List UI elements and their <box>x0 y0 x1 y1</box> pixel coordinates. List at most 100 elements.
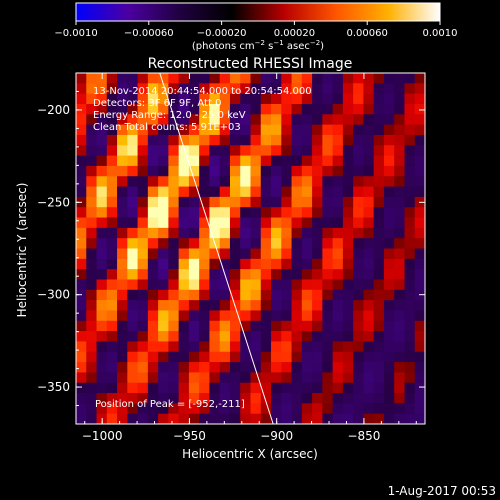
heatmap-cell <box>147 83 159 95</box>
heatmap-cell <box>260 393 272 404</box>
heatmap-cell <box>106 351 118 363</box>
heatmap-cell <box>106 165 118 177</box>
heatmap-cell <box>342 238 354 250</box>
heatmap-cell <box>363 320 375 332</box>
heatmap-cell <box>240 155 252 167</box>
heatmap-cell <box>404 145 416 157</box>
heatmap-cell <box>271 217 282 229</box>
heatmap-cell <box>332 310 344 322</box>
heatmap-cell <box>322 300 334 312</box>
heatmap-cell <box>96 289 108 301</box>
heatmap-cell <box>86 217 98 229</box>
heatmap-cell <box>301 331 313 343</box>
annotation-line: Clean Total counts: 5.91E+03 <box>93 122 241 133</box>
heatmap-cell <box>414 114 425 126</box>
heatmap-cell <box>394 186 406 198</box>
heatmap-cell <box>291 310 303 322</box>
heatmap-cell <box>209 279 221 291</box>
heatmap-cell <box>76 393 87 404</box>
heatmap-cell <box>229 320 241 332</box>
heatmap-cell <box>383 393 395 404</box>
heatmap-cell <box>219 83 231 95</box>
heatmap-cell <box>414 269 425 281</box>
heatmap-cell <box>301 279 313 291</box>
heatmap-cell <box>291 207 303 219</box>
heatmap-cell <box>312 258 323 270</box>
heatmap-cell <box>96 279 108 291</box>
heatmap-cell <box>353 403 365 415</box>
heatmap-cell <box>168 186 180 198</box>
heatmap-cell <box>96 372 108 384</box>
heatmap-cell <box>322 73 334 84</box>
heatmap-cell <box>229 217 241 229</box>
heatmap-cell <box>158 279 169 291</box>
heatmap-cell <box>106 227 118 239</box>
heatmap-cell <box>271 196 282 208</box>
heatmap-cell <box>240 351 252 363</box>
heatmap-cell <box>147 124 159 136</box>
heatmap-cell <box>188 269 200 281</box>
heatmap-cell <box>219 207 231 219</box>
heatmap-cell <box>137 393 149 404</box>
heatmap-cell <box>209 300 221 312</box>
heatmap-cell <box>301 403 313 415</box>
heatmap-cell <box>322 165 334 177</box>
heatmap-cell <box>106 103 118 115</box>
heatmap-cell <box>363 73 375 84</box>
heatmap-cell <box>250 310 262 322</box>
heatmap-cell <box>219 196 231 208</box>
heatmap-cell <box>271 103 282 115</box>
heatmap-cell <box>106 320 118 332</box>
heatmap-cell <box>373 248 385 260</box>
heatmap-cell <box>414 238 425 250</box>
heatmap-cell <box>178 114 190 126</box>
heatmap-cell <box>342 186 354 198</box>
heatmap-cell <box>291 186 303 198</box>
heatmap-cell <box>271 248 282 260</box>
heatmap-cell <box>332 155 344 167</box>
heatmap-cell <box>127 238 139 250</box>
heatmap-cell <box>76 207 87 219</box>
heatmap-cell <box>178 124 190 136</box>
heatmap-cell <box>383 83 395 95</box>
heatmap-cell <box>271 289 282 301</box>
heatmap-cell <box>301 145 313 157</box>
heatmap-cell <box>404 393 416 404</box>
heatmap-cell <box>219 73 231 84</box>
heatmap-cell <box>260 238 272 250</box>
heatmap-cell <box>271 362 282 373</box>
heatmap-cell <box>414 207 425 219</box>
heatmap-cell <box>363 382 375 394</box>
heatmap-cell <box>301 134 313 146</box>
heatmap-cell <box>127 134 139 146</box>
heatmap-cell <box>168 83 180 95</box>
heatmap-cell <box>76 124 87 136</box>
heatmap-cell <box>404 114 416 126</box>
heatmap-cell <box>394 155 406 167</box>
heatmap-cell <box>229 238 241 250</box>
heatmap-cell <box>137 362 149 373</box>
heatmap-cell <box>147 393 159 404</box>
heatmap-cell <box>76 403 87 415</box>
heatmap-cell <box>383 186 395 198</box>
heatmap-cell <box>86 372 98 384</box>
heatmap-cell <box>291 393 303 404</box>
heatmap-cell <box>373 331 385 343</box>
heatmap-cell <box>137 207 149 219</box>
heatmap-cell <box>394 413 406 424</box>
heatmap-cell <box>86 134 98 146</box>
heatmap-cell <box>291 217 303 229</box>
heatmap-cell <box>168 351 180 363</box>
heatmap-cell <box>250 176 262 188</box>
heatmap-cell <box>260 413 272 424</box>
heatmap-cell <box>199 238 211 250</box>
heatmap-cell <box>229 93 241 105</box>
heatmap-cell <box>373 93 385 105</box>
heatmap-cell <box>383 176 395 188</box>
heatmap-cell <box>312 403 323 415</box>
heatmap-cell <box>240 207 252 219</box>
heatmap-cell <box>178 372 190 384</box>
heatmap-cell <box>158 124 169 136</box>
heatmap-cell <box>127 351 139 363</box>
heatmap-cell <box>271 238 282 250</box>
